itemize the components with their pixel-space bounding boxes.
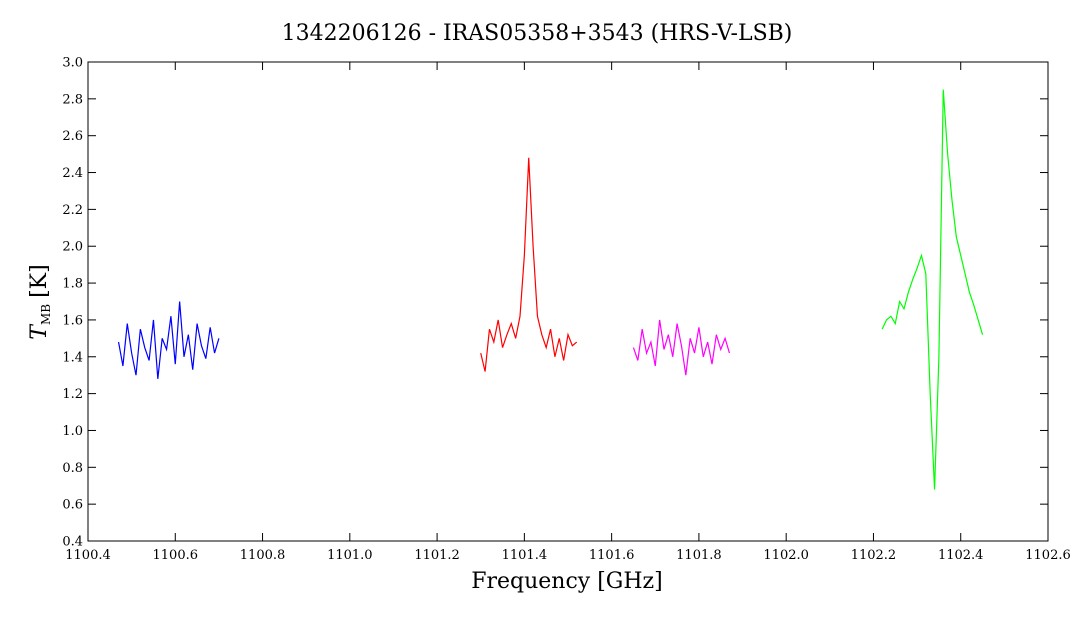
y-tick-label: 1.8: [62, 277, 83, 292]
y-tick-label: 0.8: [62, 461, 83, 476]
x-tick-label: 1101.0: [327, 548, 373, 563]
y-label-unit: [K]: [27, 264, 52, 298]
y-tick-label: 2.6: [62, 129, 83, 144]
y-tick-label: 2.0: [62, 240, 83, 255]
x-tick-label: 1102.0: [763, 548, 809, 563]
y-label-subscript: MB: [39, 304, 53, 325]
y-tick-label: 2.2: [62, 203, 83, 218]
x-tick-label: 1100.8: [240, 548, 286, 563]
x-axis-label: Frequency [GHz]: [471, 569, 663, 594]
y-tick-label: 2.4: [62, 166, 83, 181]
x-tick-label: 1100.6: [153, 548, 199, 563]
x-tick-label: 1102.4: [938, 548, 984, 563]
x-tick-label: 1100.4: [65, 548, 111, 563]
x-tick-label: 1102.2: [851, 548, 897, 563]
x-tick-label: 1101.2: [414, 548, 460, 563]
y-tick-label: 0.4: [62, 535, 83, 550]
spectrum-line: [881, 89, 984, 490]
spectrum-line: [480, 157, 578, 372]
y-tick-label: 0.6: [62, 498, 83, 513]
plot-frame: [87, 61, 1049, 542]
x-tick-label: 1102.6: [1025, 548, 1071, 563]
y-tick-label: 2.8: [62, 92, 83, 107]
spectrum-line: [117, 301, 220, 379]
y-tick-label: 1.0: [62, 424, 83, 439]
y-tick-label: 1.4: [62, 350, 83, 365]
x-tick-label: 1101.6: [589, 548, 635, 563]
y-axis-label: TMB [K]: [27, 264, 53, 339]
chart-title: 1342206126 - IRAS05358+3543 (HRS-V-LSB): [282, 21, 793, 46]
spectrum-line: [632, 319, 731, 376]
x-tick-label: 1101.8: [676, 548, 722, 563]
y-tick-label: 1.6: [62, 313, 83, 328]
y-tick-label: 3.0: [62, 56, 83, 71]
y-tick-label: 1.2: [62, 387, 83, 402]
y-label-symbol: T: [27, 323, 52, 340]
x-tick-label: 1101.4: [502, 548, 548, 563]
